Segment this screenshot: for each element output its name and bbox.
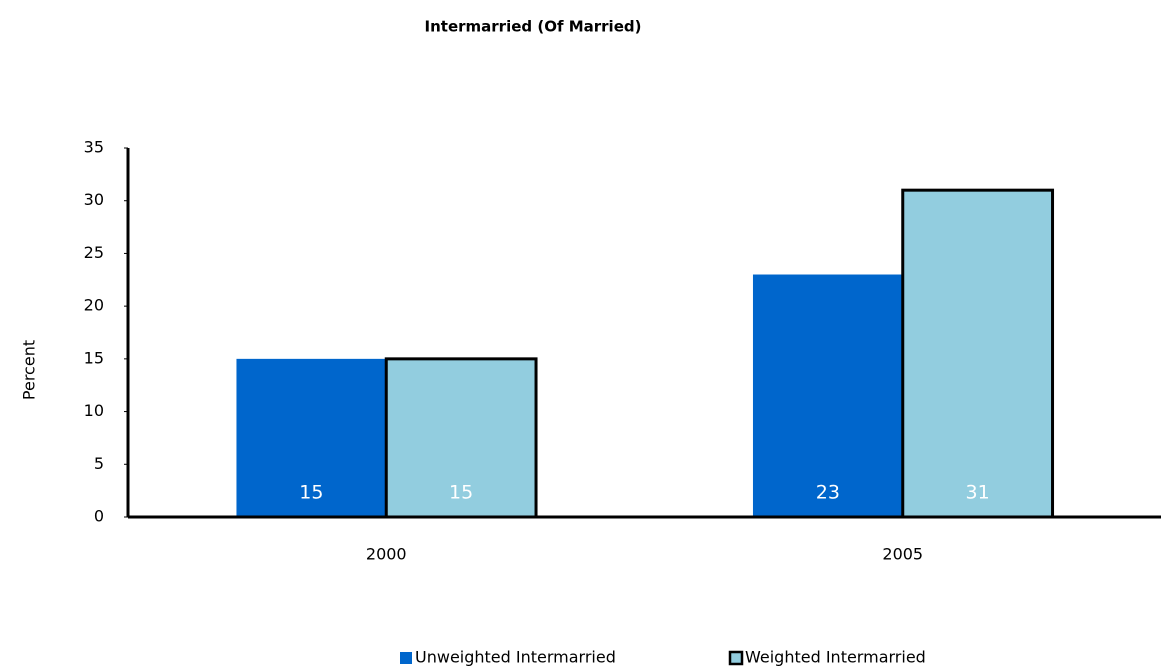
bar	[901, 188, 1055, 519]
legend-marker	[728, 650, 744, 666]
y-tick-label: 25	[84, 243, 104, 262]
legend-label: Unweighted Intermarried	[415, 648, 616, 667]
y-axis-label: Percent	[20, 340, 39, 400]
x-tick-label: 2005	[882, 545, 923, 564]
y-tick-label: 10	[84, 401, 104, 420]
y-tick-label: 35	[84, 138, 104, 157]
bar	[236, 358, 387, 517]
y-tick-label: 30	[84, 190, 104, 209]
bar	[384, 357, 538, 519]
legend-label: Weighted Intermarried	[745, 648, 926, 667]
data-label: 23	[816, 482, 840, 504]
data-label: 15	[449, 482, 473, 504]
x-tick-label: 2000	[366, 545, 407, 564]
y-tick-label: 5	[94, 454, 104, 473]
legend-marker	[400, 652, 412, 664]
y-tick-label: 0	[94, 507, 104, 526]
chart-title: Intermarried (Of Married)	[425, 18, 642, 36]
y-tick-label: 15	[84, 348, 104, 367]
y-tick-label: 20	[84, 296, 104, 315]
data-label: 31	[966, 482, 990, 504]
data-label: 15	[299, 482, 323, 504]
bar	[752, 274, 903, 517]
